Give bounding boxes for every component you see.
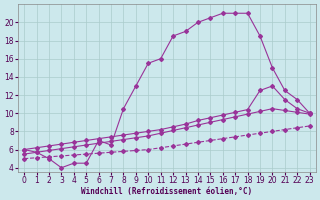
X-axis label: Windchill (Refroidissement éolien,°C): Windchill (Refroidissement éolien,°C) <box>81 187 252 196</box>
